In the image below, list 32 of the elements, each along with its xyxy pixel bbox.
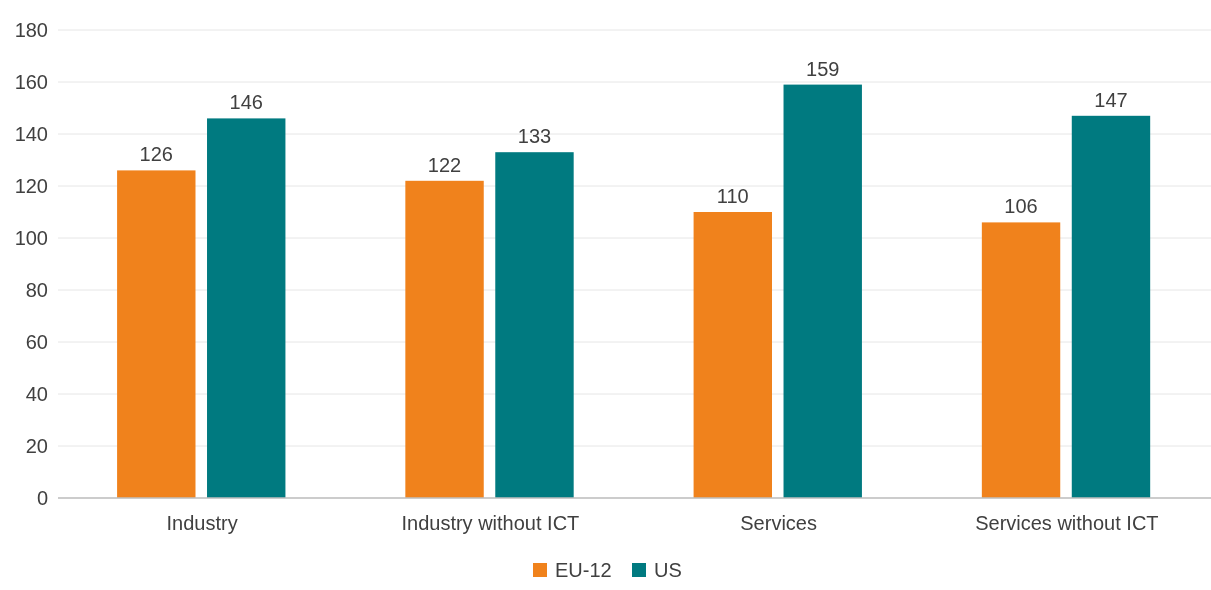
data-label: 126 xyxy=(139,143,173,166)
bar xyxy=(495,152,574,498)
bar xyxy=(783,84,862,498)
data-label: 159 xyxy=(806,57,840,80)
data-label: 133 xyxy=(517,125,552,148)
y-tick-label: 20 xyxy=(25,435,48,457)
y-tick-label: 60 xyxy=(25,331,48,353)
data-label: 122 xyxy=(427,153,462,176)
y-tick-label: 140 xyxy=(14,123,48,145)
legend-label: US xyxy=(654,559,682,581)
y-tick-label: 100 xyxy=(14,227,48,249)
bar xyxy=(1071,115,1151,498)
bar xyxy=(693,212,772,498)
bar xyxy=(207,118,286,498)
x-tick-label: Industry without ICT xyxy=(401,512,580,534)
x-tick-label: Services without ICT xyxy=(975,512,1159,534)
x-tick-label: Industry xyxy=(166,512,238,534)
y-tick-label: 80 xyxy=(25,279,48,301)
y-tick-label: 40 xyxy=(25,383,48,405)
bar xyxy=(405,180,484,498)
bar xyxy=(981,222,1061,498)
x-tick-label: Services xyxy=(740,512,817,534)
data-label: 146 xyxy=(229,91,263,114)
y-tick-label: 180 xyxy=(14,19,48,41)
data-label: 147 xyxy=(1094,88,1128,111)
data-label: 106 xyxy=(1004,195,1038,218)
y-tick-label: 120 xyxy=(14,175,48,197)
data-label: 110 xyxy=(716,185,749,207)
bar xyxy=(117,170,196,498)
legend-label: EU-12 xyxy=(555,559,612,581)
y-tick-label: 160 xyxy=(14,71,48,93)
y-tick-label: 0 xyxy=(36,487,48,509)
